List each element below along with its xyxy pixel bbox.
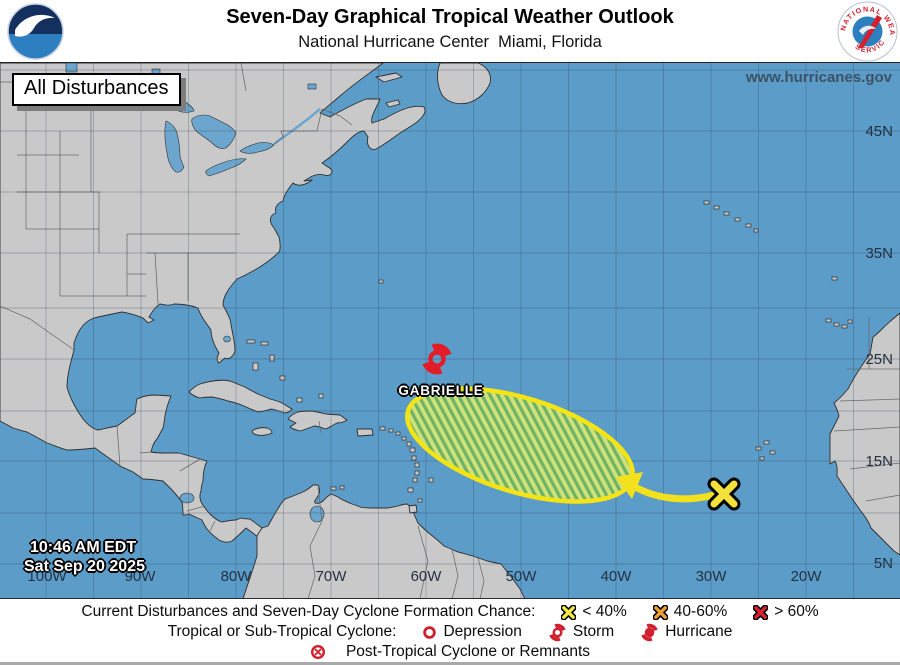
depression-icon [423, 625, 437, 639]
outlook-map: All Disturbances www.hurricanes.gov GABR… [0, 62, 900, 599]
legend-row-cyclone-types: Tropical or Sub-Tropical Cyclone: Depres… [0, 621, 900, 643]
x-orange-icon [652, 604, 668, 620]
legend-item-depression: Depression [422, 623, 522, 641]
lake-erie [205, 158, 247, 177]
land-north-america [0, 63, 426, 543]
timestamp-time: 10:46 AM EDT [30, 539, 137, 556]
x-marker[interactable] [707, 477, 741, 511]
island-bermuda [378, 279, 384, 284]
legend-item-high-chance: > 60% [753, 603, 819, 621]
all-disturbances-button[interactable]: All Disturbances [12, 73, 181, 106]
legend-item-label: > 60% [774, 603, 819, 620]
legend-item-label: Post-Tropical Cyclone or Remnants [345, 643, 591, 660]
land-newfoundland [437, 63, 491, 105]
legend-line1-label: Current Disturbances and Seven-Day Cyclo… [81, 603, 536, 620]
lake-michigan [164, 120, 185, 173]
website-link[interactable]: www.hurricanes.gov [745, 69, 892, 86]
x-yellow-icon [561, 604, 577, 620]
land-anticosti [375, 72, 403, 83]
legend-item-label: 40-60% [673, 603, 728, 620]
post-tropical-icon [310, 644, 325, 660]
legend-row-post-tropical: Post-Tropical Cyclone or Remnants [0, 642, 900, 662]
storm-icon [547, 621, 567, 643]
island-specks [246, 200, 853, 503]
legend-item-low-chance: < 40% [561, 603, 627, 621]
timestamp-date: Sat Sep 20 2025 [24, 558, 145, 575]
legend-item-label: Storm [572, 623, 615, 640]
land-trinidad [408, 504, 418, 514]
legend-item-label: < 40% [582, 603, 627, 620]
legend-item-hurricane: Hurricane [640, 621, 733, 643]
lake-huron [191, 114, 237, 149]
page-subtitle: National Hurricane Center Miami, Florida [298, 33, 602, 51]
lake-ontario [239, 142, 275, 154]
arrowhead-icon [616, 472, 643, 499]
basemap-graphic [0, 63, 900, 598]
land-puerto-rico [356, 428, 374, 437]
st-lawrence-river [273, 108, 321, 146]
bottom-border [0, 662, 900, 665]
nws-logo-icon: NATIONAL WEATHER SERVICE [837, 1, 898, 62]
x-red-icon [753, 604, 769, 620]
land-africa [829, 312, 900, 556]
header: Seven-Day Graphical Tropical Weather Out… [0, 0, 900, 62]
legend-item-post-tropical: Post-Tropical Cyclone or Remnants [310, 643, 590, 661]
disturbance-track-arrow [626, 480, 718, 503]
legend-item-medium-chance: 40-60% [652, 603, 728, 621]
noaa-logo-icon [7, 3, 64, 60]
legend: Current Disturbances and Seven-Day Cyclo… [0, 598, 900, 663]
legend-line2-label: Tropical or Sub-Tropical Cyclone: [167, 623, 397, 640]
graticule-gridlines [0, 63, 900, 598]
storm-name-label: GABRIELLE [398, 383, 484, 398]
land-jamaica [251, 427, 273, 436]
hurricane-icon [640, 621, 660, 643]
legend-item-label: Depression [443, 623, 522, 640]
land-hispaniola [287, 410, 348, 432]
land-pei [385, 99, 401, 108]
page-title: Seven-Day Graphical Tropical Weather Out… [226, 6, 674, 28]
land-cuba [188, 379, 293, 414]
legend-item-storm: Storm [547, 621, 615, 643]
legend-row-formation-chance: Current Disturbances and Seven-Day Cyclo… [0, 602, 900, 622]
legend-item-label: Hurricane [665, 623, 733, 640]
